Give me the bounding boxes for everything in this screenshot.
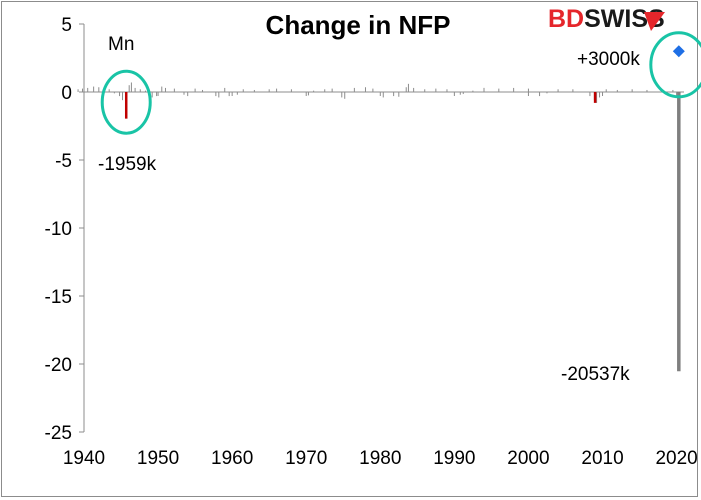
chart-title: Change in NFP	[266, 10, 451, 40]
bars-group	[77, 82, 681, 372]
x-tick-label: 2010	[581, 448, 623, 469]
x-tick-label: 2020	[655, 448, 697, 469]
logo-arrow-icon	[644, 12, 665, 31]
annotation-20537k: -20537k	[561, 364, 630, 385]
x-tick-label: 1940	[63, 448, 105, 469]
y-tick-label: -15	[45, 287, 72, 308]
x-tick-label: 1980	[359, 448, 401, 469]
overlay-group	[100, 31, 701, 135]
bdswiss-logo: BDSWISS	[548, 5, 665, 33]
highlight-circle-1945	[100, 69, 152, 135]
y-tick-label: -5	[55, 151, 72, 172]
x-tick-label: 1950	[137, 448, 179, 469]
y-tick-label: -20	[45, 355, 72, 376]
x-tick-label: 1970	[285, 448, 327, 469]
y-tick-label: 0	[61, 83, 72, 104]
y-unit-label: Mn	[108, 34, 134, 55]
y-tick-label: -25	[45, 423, 72, 444]
annotation-1959k: -1959k	[98, 154, 157, 175]
y-tick-label: -10	[45, 219, 72, 240]
latest-value-marker	[672, 45, 685, 58]
y-tick-label: 5	[61, 15, 72, 36]
x-tick-label: 2000	[507, 448, 549, 469]
axes-group: 5 0 -5 -10 -15 -20 -25 1940 1950 1960 1970 1980 1990…	[45, 15, 698, 469]
annotation-3000k: +3000k	[577, 49, 640, 70]
x-tick-label: 1960	[211, 448, 253, 469]
x-tick-label: 1990	[433, 448, 475, 469]
highlight-circle-2020	[649, 31, 701, 99]
logo-bd-text: BD	[548, 5, 584, 33]
